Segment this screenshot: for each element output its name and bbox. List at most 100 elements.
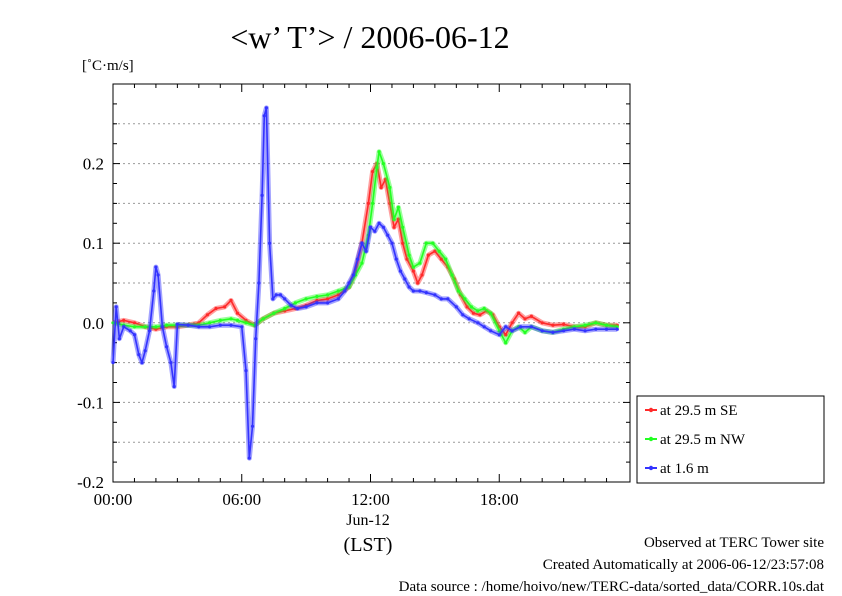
data-point xyxy=(154,265,158,269)
data-point xyxy=(257,281,261,285)
plot-frame xyxy=(112,83,631,483)
data-point xyxy=(218,318,222,322)
data-point xyxy=(510,321,514,325)
data-point xyxy=(223,305,227,309)
data-point xyxy=(454,305,458,309)
data-point xyxy=(497,333,501,337)
data-point xyxy=(456,289,461,293)
data-point xyxy=(424,291,428,295)
data-point xyxy=(463,297,467,301)
data-point xyxy=(437,249,441,253)
data-point xyxy=(197,321,201,325)
data-point xyxy=(510,329,514,333)
data-point xyxy=(235,311,240,315)
data-point xyxy=(461,313,465,317)
data-point xyxy=(343,289,347,293)
data-point xyxy=(165,345,169,349)
data-point xyxy=(489,311,493,315)
data-point xyxy=(229,317,233,321)
data-point xyxy=(444,257,448,261)
footer-created: Created Automatically at 2006-06-12/23:5… xyxy=(542,557,824,573)
data-point xyxy=(111,361,115,365)
data-point xyxy=(392,217,396,221)
data-point xyxy=(572,325,577,329)
data-point xyxy=(562,322,566,326)
data-point xyxy=(583,329,587,333)
data-point xyxy=(439,297,443,301)
data-point xyxy=(489,329,493,333)
x-tick-label: 18:00 xyxy=(480,490,519,509)
data-point xyxy=(264,106,268,110)
data-point xyxy=(240,325,244,329)
data-point xyxy=(375,166,379,170)
data-point xyxy=(519,325,523,329)
data-point xyxy=(250,424,255,428)
data-point xyxy=(504,333,508,337)
data-point xyxy=(504,325,508,329)
data-point xyxy=(315,301,319,305)
data-point xyxy=(551,330,555,334)
data-point xyxy=(411,289,415,293)
data-point xyxy=(407,285,411,289)
data-point xyxy=(175,322,179,326)
data-point xyxy=(229,323,233,327)
data-point xyxy=(476,309,480,313)
data-point xyxy=(594,321,598,325)
data-point xyxy=(244,369,248,373)
data-point xyxy=(132,321,137,325)
data-point xyxy=(426,253,430,257)
data-point xyxy=(152,289,156,293)
data-point xyxy=(386,233,390,237)
data-point xyxy=(572,327,577,331)
data-point xyxy=(411,265,415,269)
data-point xyxy=(172,384,176,389)
data-point xyxy=(140,361,144,365)
data-point xyxy=(244,321,248,325)
data-point xyxy=(283,306,287,311)
data-point xyxy=(583,323,587,327)
data-point xyxy=(377,221,381,225)
data-point xyxy=(371,170,375,174)
data-point xyxy=(208,325,212,329)
data-point xyxy=(315,294,319,299)
legend-label: at 29.5 m SE xyxy=(660,403,738,419)
data-point xyxy=(373,229,377,233)
footer-data-source: Data source : /home/hoivo/new/TERC-data/… xyxy=(398,579,824,595)
data-point xyxy=(336,297,340,301)
y-tick-label: -0.2 xyxy=(77,473,104,492)
data-point xyxy=(268,241,272,245)
data-point xyxy=(405,257,409,261)
data-point xyxy=(416,281,420,285)
data-point xyxy=(497,329,501,333)
data-point xyxy=(418,289,422,293)
data-point xyxy=(289,303,293,307)
data-point xyxy=(261,317,265,321)
data-point xyxy=(364,249,368,253)
legend-label: at 29.5 m NW xyxy=(660,432,746,448)
data-point xyxy=(360,241,364,245)
data-point xyxy=(482,306,486,311)
data-point xyxy=(235,318,240,322)
data-point xyxy=(229,298,233,303)
data-point xyxy=(478,313,482,317)
data-point xyxy=(366,201,370,205)
data-point xyxy=(315,298,319,303)
data-point xyxy=(433,249,437,253)
data-point xyxy=(392,225,396,229)
data-point xyxy=(388,201,392,205)
data-point xyxy=(278,293,282,297)
data-point xyxy=(295,306,300,311)
chart-title: <w’ T’> / 2006-06-12 xyxy=(230,19,509,55)
x-axis-label: (LST) xyxy=(344,534,393,556)
data-point xyxy=(304,297,308,301)
data-point xyxy=(205,313,209,317)
data-point xyxy=(604,327,609,331)
data-point xyxy=(254,337,258,341)
data-point xyxy=(562,329,566,333)
legend-marker xyxy=(648,407,654,413)
data-point xyxy=(469,305,473,309)
data-point xyxy=(132,325,137,329)
data-point xyxy=(197,325,201,329)
legend: at 29.5 m SE at 29.5 m NW at 1.6 m xyxy=(636,395,825,484)
